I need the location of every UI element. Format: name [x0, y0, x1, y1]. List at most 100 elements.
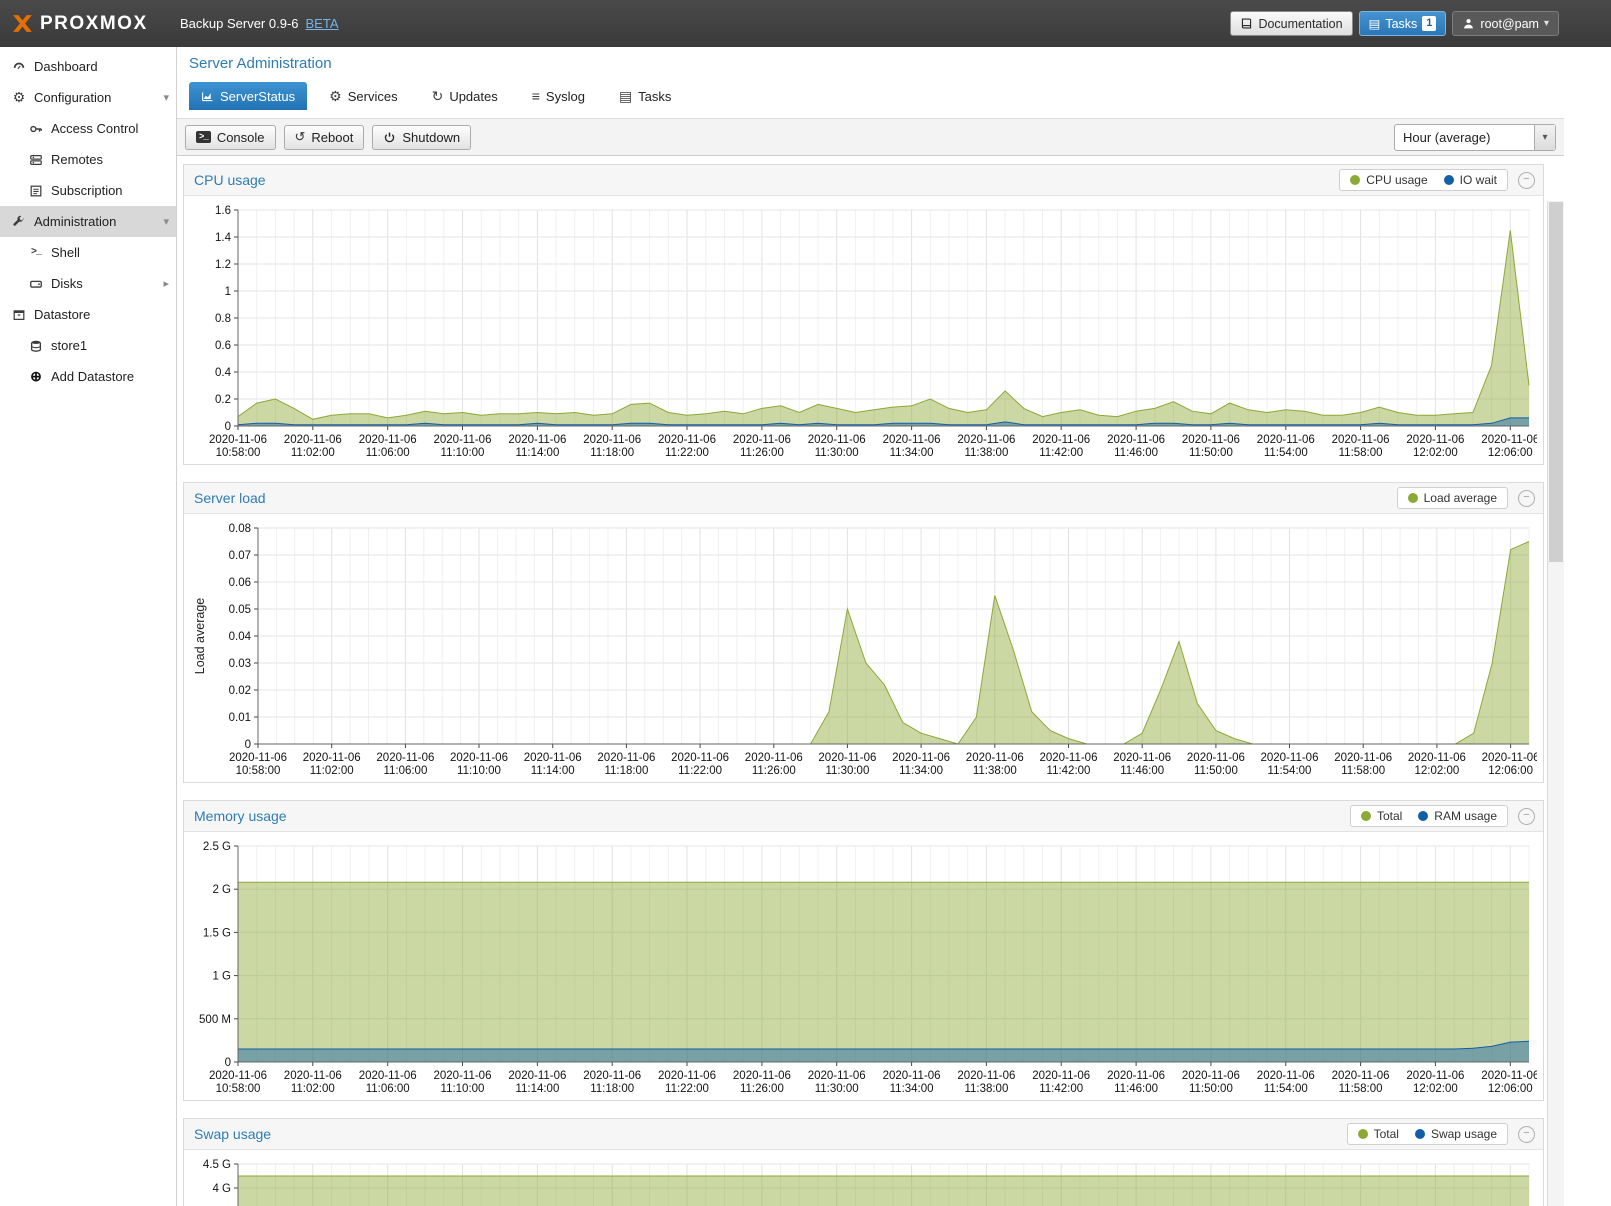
svg-text:1.5 G: 1.5 G: [203, 927, 231, 939]
tab-updates[interactable]: ↻ Updates: [420, 82, 510, 110]
svg-text:11:42:00: 11:42:00: [1039, 1083, 1083, 1095]
sidebar-item-store1[interactable]: store1: [0, 330, 176, 361]
sidebar-item-administration[interactable]: Administration ▾: [0, 206, 176, 237]
refresh-icon: ↻: [431, 87, 444, 104]
header: PROXMOX Backup Server 0.9-6 BETA Documen…: [0, 0, 1611, 47]
chevron-down-icon: ▾: [1534, 124, 1555, 150]
sidebar-item-shell[interactable]: >_ Shell: [0, 237, 176, 268]
reboot-button[interactable]: ↺ Reboot: [283, 124, 365, 150]
svg-text:2020-11-06: 2020-11-06: [1408, 752, 1466, 764]
legend-item[interactable]: Swap usage: [1414, 1127, 1497, 1141]
beta-link[interactable]: BETA: [305, 16, 339, 31]
scrollbar-thumb[interactable]: [1549, 202, 1563, 562]
svg-text:0.04: 0.04: [229, 631, 252, 643]
sidebar-item-disks[interactable]: Disks ▸: [0, 268, 176, 299]
legend-item[interactable]: CPU usage: [1350, 173, 1428, 187]
svg-text:11:26:00: 11:26:00: [740, 447, 784, 459]
svg-text:0.03: 0.03: [229, 658, 251, 670]
svg-text:11:50:00: 11:50:00: [1189, 447, 1233, 459]
svg-text:2020-11-06: 2020-11-06: [284, 1070, 342, 1082]
collapse-icon[interactable]: −: [1518, 489, 1535, 507]
legend-item[interactable]: Total: [1360, 809, 1402, 823]
svg-text:2020-11-06: 2020-11-06: [1182, 434, 1240, 446]
svg-text:1.2: 1.2: [215, 259, 231, 271]
svg-text:11:34:00: 11:34:00: [899, 765, 943, 777]
time-range-value: Hour (average): [1403, 129, 1491, 145]
tab-tasks[interactable]: ▤ Tasks: [607, 82, 683, 110]
svg-text:11:22:00: 11:22:00: [678, 765, 722, 777]
tab-label: Syslog: [545, 88, 585, 104]
svg-text:11:42:00: 11:42:00: [1039, 447, 1083, 459]
svg-text:12:06:00: 12:06:00: [1488, 765, 1533, 777]
status-toolbar: >_ Console ↺ Reboot Shutdown Hour (avera…: [177, 118, 1564, 156]
chart-legend: Load average: [1396, 487, 1508, 509]
svg-text:12:02:00: 12:02:00: [1413, 1083, 1458, 1095]
tab-serverstatus[interactable]: ServerStatus: [189, 82, 308, 110]
svg-text:2020-11-06: 2020-11-06: [745, 752, 803, 764]
legend-item[interactable]: IO wait: [1443, 173, 1497, 187]
list-icon: ≡: [531, 88, 540, 104]
tasks-label: Tasks: [1385, 16, 1418, 31]
sidebar-item-label: Dashboard: [34, 59, 98, 74]
app-title: Backup Server 0.9-6: [180, 16, 299, 31]
collapse-icon[interactable]: −: [1518, 1125, 1535, 1143]
tab-syslog[interactable]: ≡ Syslog: [520, 82, 597, 110]
svg-text:2020-11-06: 2020-11-06: [359, 434, 417, 446]
svg-text:11:02:00: 11:02:00: [310, 765, 354, 777]
svg-text:11:06:00: 11:06:00: [383, 765, 427, 777]
sidebar-item-add-datastore[interactable]: ⊕ Add Datastore: [0, 361, 176, 392]
legend-item[interactable]: Load average: [1407, 491, 1497, 505]
svg-text:0: 0: [225, 421, 231, 433]
charts-container: CPU usage CPU usage IO wait − 0 0.2 0.4 0.6…: [177, 156, 1564, 1206]
sidebar-item-access-control[interactable]: Access Control: [0, 113, 176, 144]
chevron-down-icon: ▾: [1543, 18, 1549, 29]
proxmox-logo: PROXMOX: [10, 11, 176, 36]
power-icon: [383, 131, 396, 144]
svg-text:10:58:00: 10:58:00: [216, 447, 261, 459]
svg-text:0.02: 0.02: [229, 685, 251, 697]
sidebar: Dashboard ⚙ Configuration ▾ Access Contr…: [0, 47, 177, 1206]
server-load-panel: Server load Load average − 0 0.01 0.02 0.03…: [183, 482, 1544, 783]
sidebar-item-dashboard[interactable]: Dashboard: [0, 51, 176, 82]
svg-text:2020-11-06: 2020-11-06: [229, 752, 287, 764]
svg-text:12:02:00: 12:02:00: [1415, 765, 1460, 777]
legend-item[interactable]: Total: [1357, 1127, 1399, 1141]
svg-text:2020-11-06: 2020-11-06: [1257, 1070, 1315, 1082]
collapse-icon[interactable]: −: [1518, 807, 1535, 825]
chart-legend: CPU usage IO wait: [1339, 169, 1508, 191]
legend-item[interactable]: RAM usage: [1418, 809, 1497, 823]
sidebar-item-label: Configuration: [34, 90, 112, 105]
tab-services[interactable]: ⚙ Services: [317, 82, 409, 110]
documentation-button[interactable]: Documentation: [1230, 11, 1353, 36]
sidebar-item-remotes[interactable]: Remotes: [0, 144, 176, 175]
console-button[interactable]: >_ Console: [185, 124, 276, 150]
svg-text:Load average: Load average: [193, 598, 207, 675]
chart-legend: Total RAM usage: [1349, 805, 1508, 827]
sidebar-item-datastore[interactable]: Datastore: [0, 299, 176, 330]
svg-text:2020-11-06: 2020-11-06: [284, 434, 342, 446]
user-menu-button[interactable]: root@pam ▾: [1452, 11, 1559, 36]
documentation-label: Documentation: [1258, 16, 1343, 31]
sidebar-item-label: store1: [51, 338, 88, 353]
svg-text:2020-11-06: 2020-11-06: [658, 1070, 716, 1082]
server-icon: [27, 153, 45, 167]
panel-title: Swap usage: [194, 1126, 272, 1142]
svg-text:11:42:00: 11:42:00: [1047, 765, 1091, 777]
chevron-right-icon: ▸: [163, 278, 169, 290]
sidebar-item-label: Shell: [51, 245, 80, 260]
vertical-scrollbar[interactable]: [1547, 201, 1564, 1206]
tasks-button[interactable]: ▤ Tasks 1: [1358, 11, 1447, 36]
svg-text:2 G: 2 G: [212, 884, 231, 896]
sidebar-item-configuration[interactable]: ⚙ Configuration ▾: [0, 82, 176, 113]
reboot-label: Reboot: [311, 129, 354, 145]
svg-text:11:26:00: 11:26:00: [752, 765, 796, 777]
svg-text:2020-11-06: 2020-11-06: [733, 434, 791, 446]
shutdown-button[interactable]: Shutdown: [372, 124, 472, 150]
book-icon: [1242, 18, 1252, 29]
sidebar-item-subscription[interactable]: Subscription: [0, 175, 176, 206]
svg-text:0.2: 0.2: [215, 394, 231, 406]
time-range-select[interactable]: Hour (average) ▾: [1394, 123, 1556, 151]
collapse-icon[interactable]: −: [1518, 171, 1535, 189]
svg-text:2020-11-06: 2020-11-06: [1032, 1070, 1090, 1082]
